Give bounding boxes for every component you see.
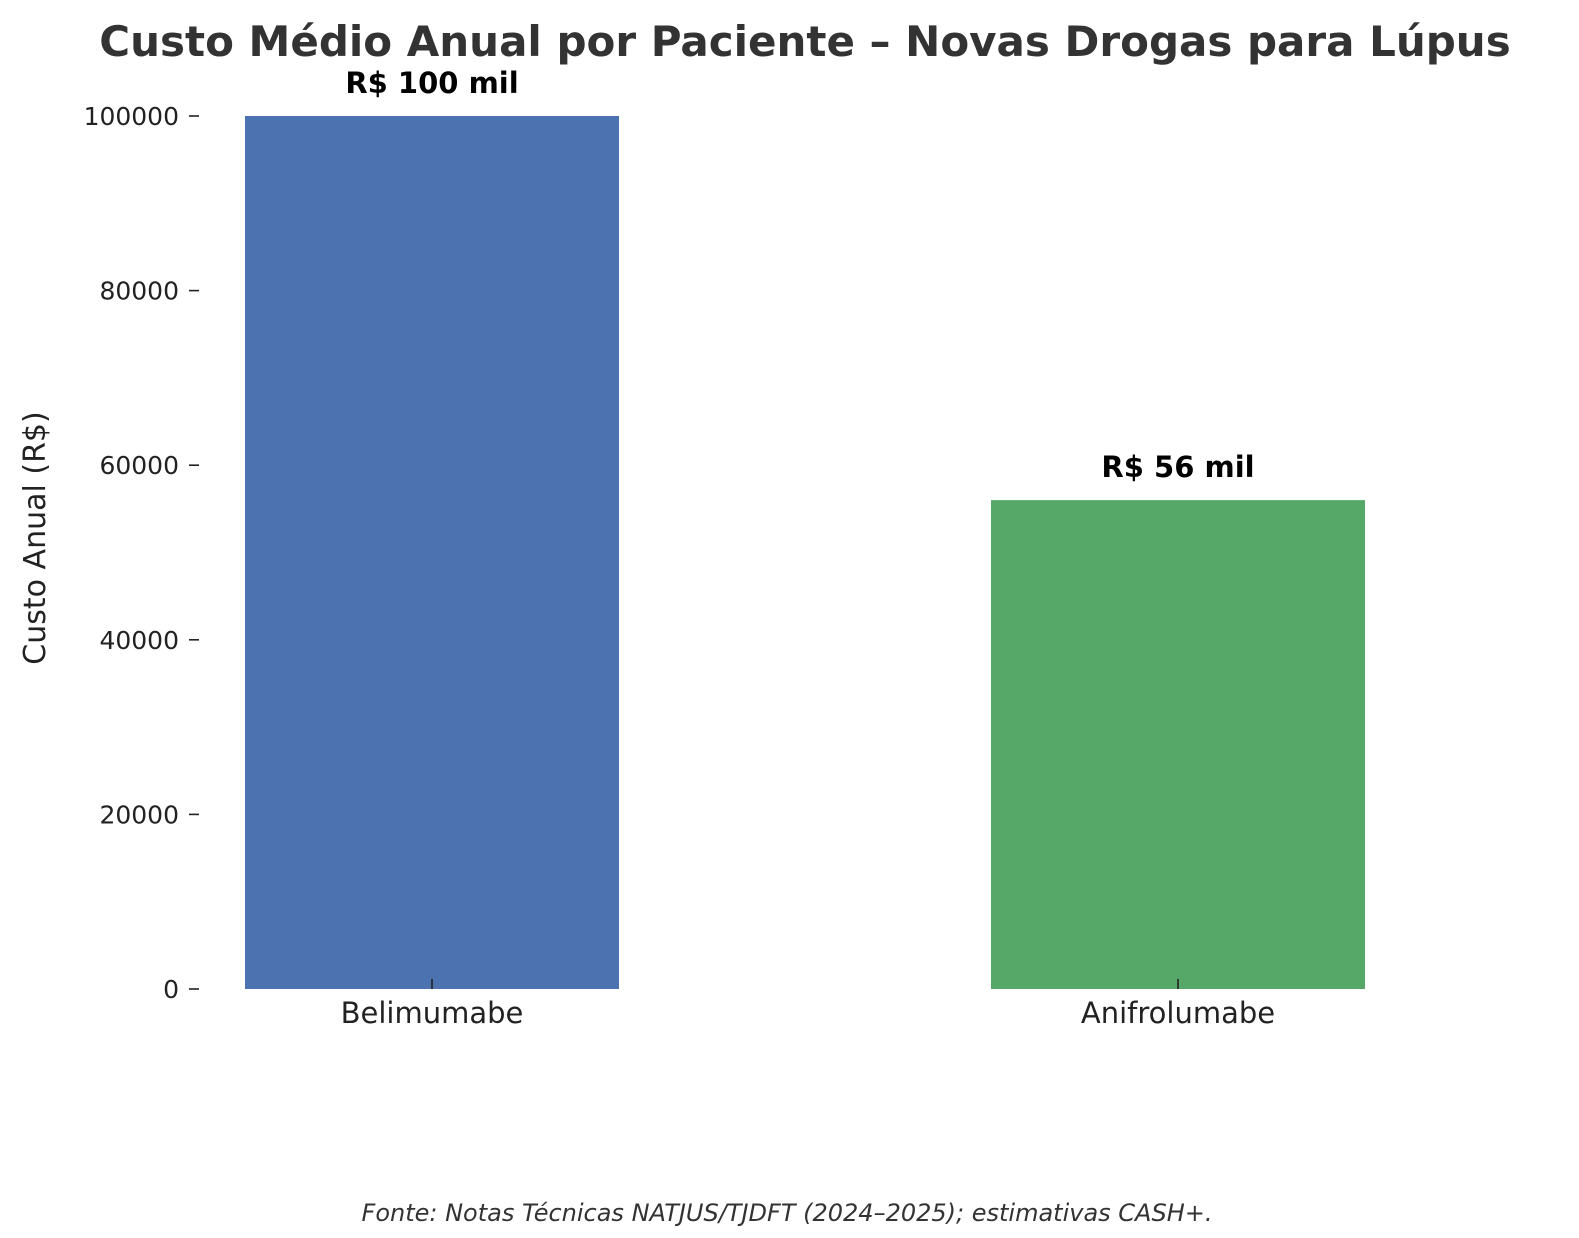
data-label-anifrolumabe: R$ 56 mil — [1101, 450, 1254, 484]
x-tick-label-belimumabe: Belimumabe — [341, 996, 524, 1030]
x-tick-label-anifrolumabe: Anifrolumabe — [1081, 996, 1275, 1030]
chart-title: Custo Médio Anual por Paciente – Novas D… — [99, 17, 1510, 66]
y-tick-label: 0 — [163, 975, 179, 1004]
y-tick-label: 100000 — [84, 102, 179, 131]
bar-anifrolumabe — [991, 500, 1365, 989]
y-tick-label: 80000 — [99, 277, 179, 306]
y-tick-label: 20000 — [99, 800, 179, 829]
x-axis-ticks: Belimumabe Anifrolumabe — [341, 979, 1275, 1030]
bar-belimumabe — [245, 116, 619, 989]
y-tick-label: 60000 — [99, 451, 179, 480]
source-note: Fonte: Notas Técnicas NATJUS/TJDFT (2024… — [362, 1199, 1213, 1227]
y-axis-ticks: 0 20000 40000 60000 80000 100000 — [84, 102, 199, 1004]
y-tick-label: 40000 — [99, 626, 179, 655]
data-label-belimumabe: R$ 100 mil — [345, 66, 518, 100]
data-labels: R$ 100 mil R$ 56 mil — [345, 66, 1254, 484]
y-axis-label: Custo Anual (R$) — [18, 411, 53, 664]
bars — [245, 116, 1365, 989]
